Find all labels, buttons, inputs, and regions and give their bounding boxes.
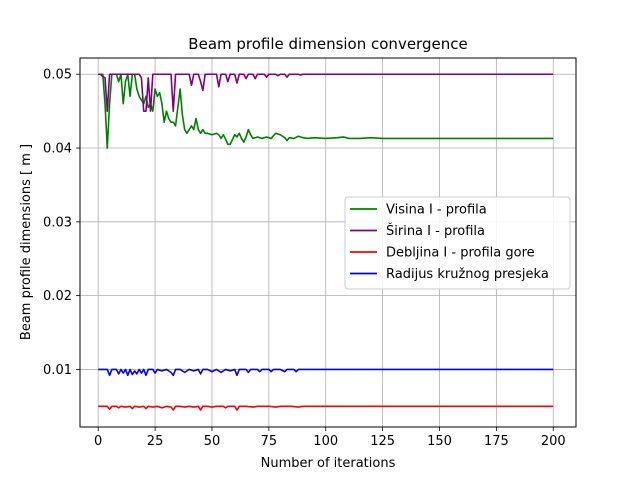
x-tick-label: 75 bbox=[261, 434, 278, 449]
y-tick-label: 0.05 bbox=[43, 68, 72, 83]
x-tick-label: 100 bbox=[313, 434, 338, 449]
x-tick-label: 0 bbox=[94, 434, 102, 449]
x-tick-label: 50 bbox=[204, 434, 221, 449]
series-line bbox=[98, 73, 554, 112]
series-line bbox=[98, 73, 554, 149]
series-lines bbox=[98, 73, 554, 411]
series-line bbox=[98, 368, 554, 377]
y-tick-label: 0.01 bbox=[43, 363, 72, 378]
x-axis-label: Number of iterations bbox=[261, 456, 396, 471]
y-axis-label: Beam profile dimensions [ m ] bbox=[19, 144, 34, 340]
x-tick-label: 150 bbox=[427, 434, 452, 449]
legend-box bbox=[344, 196, 571, 290]
axis-ticks: 0 25 50 75 100 125 150 175 200 0.01 0.02 0.03 0.04 0.… bbox=[43, 68, 566, 449]
legend-entry: Radijus kružnog presjeka bbox=[386, 267, 549, 282]
x-tick-label: 125 bbox=[370, 434, 395, 449]
legend-entry: Debljina I - profila gore bbox=[386, 246, 535, 261]
legend-entry: Visina I - profila bbox=[386, 203, 487, 218]
legend: Visina I - profila Širina I - profila Debl… bbox=[344, 196, 571, 290]
y-tick-label: 0.03 bbox=[43, 215, 72, 230]
series-line bbox=[98, 405, 554, 411]
y-tick-label: 0.02 bbox=[43, 289, 72, 304]
chart-title: Beam profile dimension convergence bbox=[188, 35, 467, 53]
plot-frame bbox=[79, 57, 577, 428]
x-tick-label: 25 bbox=[147, 434, 164, 449]
x-tick-label: 175 bbox=[484, 434, 509, 449]
y-tick-label: 0.04 bbox=[43, 142, 72, 157]
x-tick-label: 200 bbox=[541, 434, 566, 449]
legend-entry: Širina I - profila bbox=[386, 223, 485, 239]
